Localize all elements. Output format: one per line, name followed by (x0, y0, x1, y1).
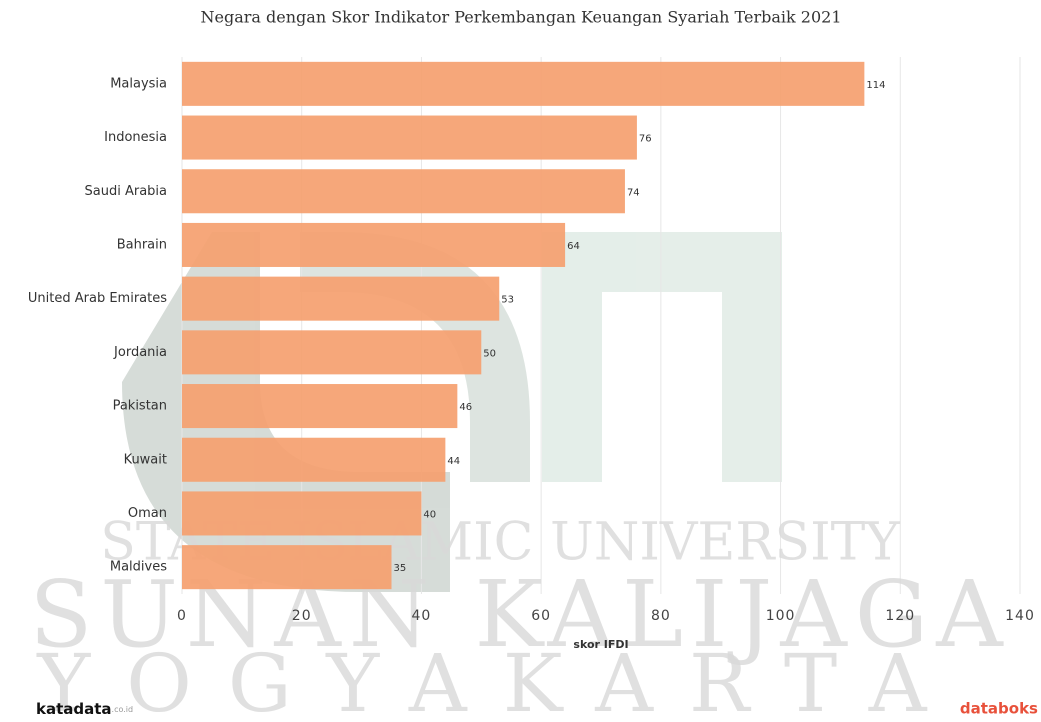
x-tick-label: 40 (412, 608, 432, 624)
data-label: 44 (447, 456, 460, 467)
data-label: 76 (639, 134, 652, 145)
chart-title: Negara dengan Skor Indikator Perkembanga… (201, 8, 842, 27)
bar (182, 61, 865, 106)
data-label: 35 (394, 563, 407, 574)
bar (182, 276, 500, 321)
y-tick-label: Indonesia (104, 130, 167, 145)
data-label: 50 (483, 348, 496, 359)
y-tick-label: Maldives (110, 560, 167, 575)
data-label: 53 (501, 295, 514, 306)
x-axis-title: skor IFDI (573, 638, 628, 651)
bar (182, 169, 625, 214)
logo-left-text: katadata (36, 700, 112, 718)
bar (182, 545, 392, 590)
x-tick-label: 0 (177, 608, 187, 624)
bar (182, 437, 446, 482)
y-tick-label: Jordania (113, 345, 167, 360)
y-tick-label: United Arab Emirates (28, 291, 167, 306)
bar (182, 330, 482, 375)
y-tick-label: Pakistan (113, 399, 167, 414)
watermark-shape (542, 232, 782, 482)
bar (182, 115, 637, 160)
data-label: 46 (459, 402, 472, 413)
x-tick-label: 80 (651, 608, 671, 624)
y-tick-label: Saudi Arabia (85, 184, 168, 199)
logo-left: katadata.co.id (36, 700, 133, 718)
watermark-text: YOGYAKARTA (36, 637, 962, 722)
x-tick-label: 120 (885, 608, 915, 624)
data-label: 64 (567, 241, 580, 252)
bar (182, 491, 422, 536)
x-tick-label: 20 (292, 608, 312, 624)
y-tick-label: Bahrain (117, 237, 167, 252)
y-tick-label: Kuwait (124, 452, 167, 467)
y-tick-label: Oman (128, 506, 167, 521)
data-label: 40 (423, 509, 436, 520)
data-label: 74 (627, 187, 640, 198)
x-tick-label: 60 (531, 608, 551, 624)
x-tick-label: 100 (766, 608, 796, 624)
y-tick-label: Malaysia (110, 76, 167, 91)
logo-right: databoks (960, 700, 1038, 718)
logo-left-suffix: .co.id (112, 705, 134, 714)
bar (182, 222, 566, 267)
bar (182, 384, 458, 429)
x-tick-label: 140 (1005, 608, 1035, 624)
data-label: 114 (866, 80, 885, 91)
